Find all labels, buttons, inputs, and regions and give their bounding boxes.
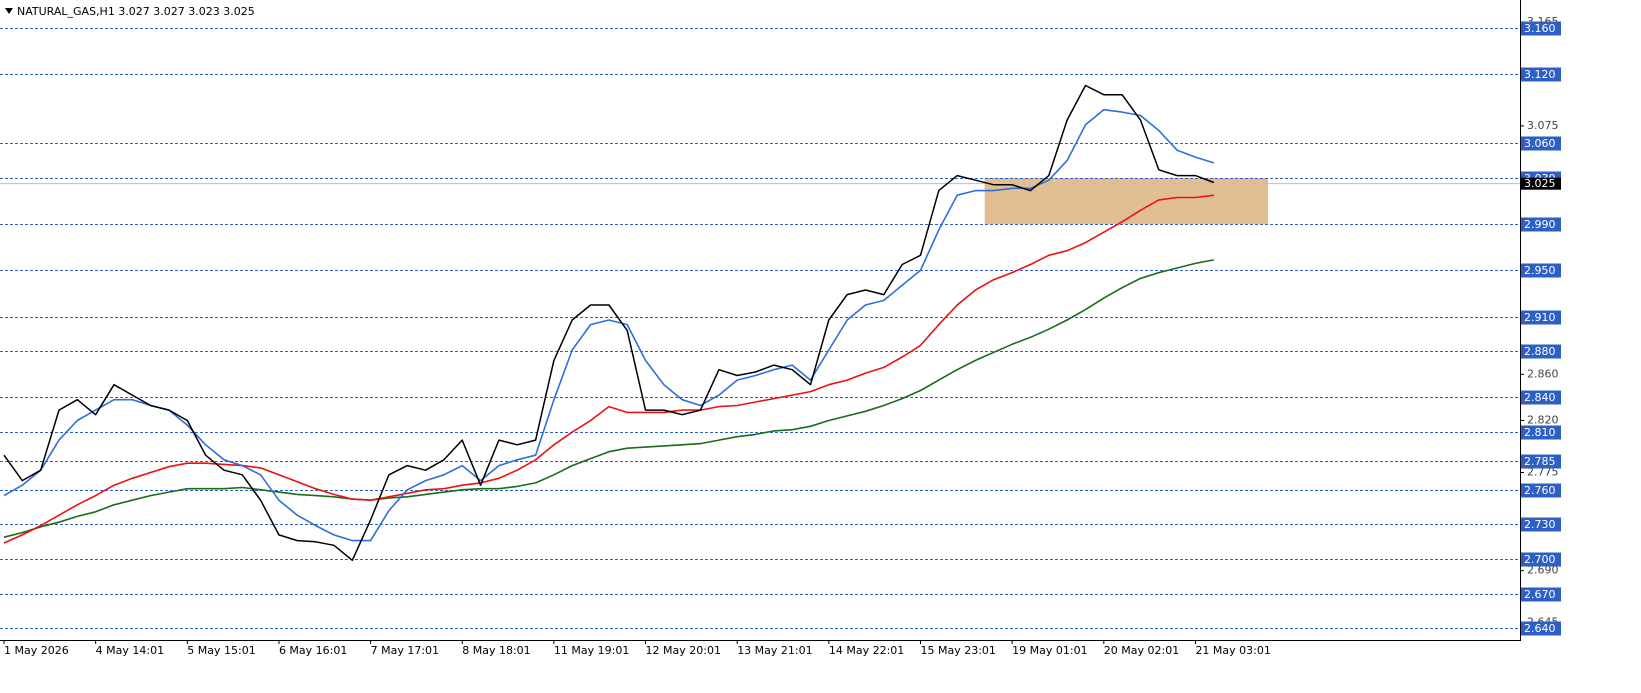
level-label: 2.640 — [1524, 622, 1556, 635]
level-label-box — [1521, 21, 1561, 36]
x-tick-label: 4 May 14:01 — [96, 644, 164, 657]
level-label-box — [1521, 217, 1561, 232]
level-label-box — [1521, 552, 1561, 567]
level-label-box — [1521, 310, 1561, 325]
x-tick-label: 21 May 03:01 — [1195, 644, 1270, 657]
series-line — [3, 84, 1215, 562]
y-tick-label: 3.075 — [1527, 119, 1559, 132]
level-label: 2.700 — [1524, 553, 1556, 566]
level-label-box — [1521, 263, 1561, 278]
zone — [984, 177, 1268, 225]
x-tick-label: 12 May 20:01 — [646, 644, 721, 657]
level-label: 2.880 — [1524, 345, 1556, 358]
level-label-box — [1521, 425, 1561, 440]
x-tick-label: 5 May 15:01 — [187, 644, 255, 657]
level-label-box — [1521, 454, 1561, 469]
level-label: 2.785 — [1524, 455, 1556, 468]
y-tick-label: 2.775 — [1527, 465, 1559, 478]
x-tick-label: 19 May 01:01 — [1012, 644, 1087, 657]
level-label-box — [1521, 517, 1561, 532]
level-label: 2.670 — [1524, 588, 1556, 601]
level-label-box — [1521, 344, 1561, 359]
level-label-box — [1521, 390, 1561, 405]
chart-title: NATURAL_GAS,H1 3.027 3.027 3.023 3.025 — [17, 5, 255, 18]
x-tick-label: 8 May 18:01 — [462, 644, 530, 657]
y-tick-label: 2.820 — [1527, 414, 1559, 427]
level-label-box — [1521, 587, 1561, 602]
symbol-arrow — [5, 8, 13, 14]
x-tick-label: 1 May 2026 — [4, 644, 69, 657]
level-label: 2.840 — [1524, 391, 1556, 404]
x-tick-label: 6 May 16:01 — [279, 644, 347, 657]
level-label-box — [1521, 67, 1561, 82]
x-tick-label: 11 May 19:01 — [554, 644, 629, 657]
x-tick-label: 15 May 23:01 — [921, 644, 996, 657]
level-label: 3.120 — [1524, 68, 1556, 81]
x-tick-label: 20 May 02:01 — [1104, 644, 1179, 657]
series-line — [3, 259, 1214, 538]
level-label: 3.160 — [1524, 22, 1556, 35]
current-price-label: 3.025 — [1524, 177, 1556, 190]
level-label: 2.910 — [1524, 311, 1556, 324]
current-price-box — [1521, 177, 1561, 190]
level-label: 2.950 — [1524, 264, 1556, 277]
series-line — [3, 194, 1214, 544]
y-tick-label: 2.690 — [1527, 564, 1559, 577]
level-label: 2.810 — [1524, 426, 1556, 439]
level-label-box — [1521, 483, 1561, 498]
level-label: 2.990 — [1524, 218, 1556, 231]
level-label-box — [1521, 621, 1561, 636]
y-tick-label: 2.860 — [1527, 367, 1559, 380]
x-tick-label: 7 May 17:01 — [371, 644, 439, 657]
series-line — [3, 108, 1215, 542]
x-tick-label: 13 May 21:01 — [737, 644, 812, 657]
level-label: 2.760 — [1524, 484, 1556, 497]
level-label: 2.730 — [1524, 518, 1556, 531]
level-label-box — [1521, 136, 1561, 151]
level-label: 3.060 — [1524, 137, 1556, 150]
x-tick-label: 14 May 22:01 — [829, 644, 904, 657]
